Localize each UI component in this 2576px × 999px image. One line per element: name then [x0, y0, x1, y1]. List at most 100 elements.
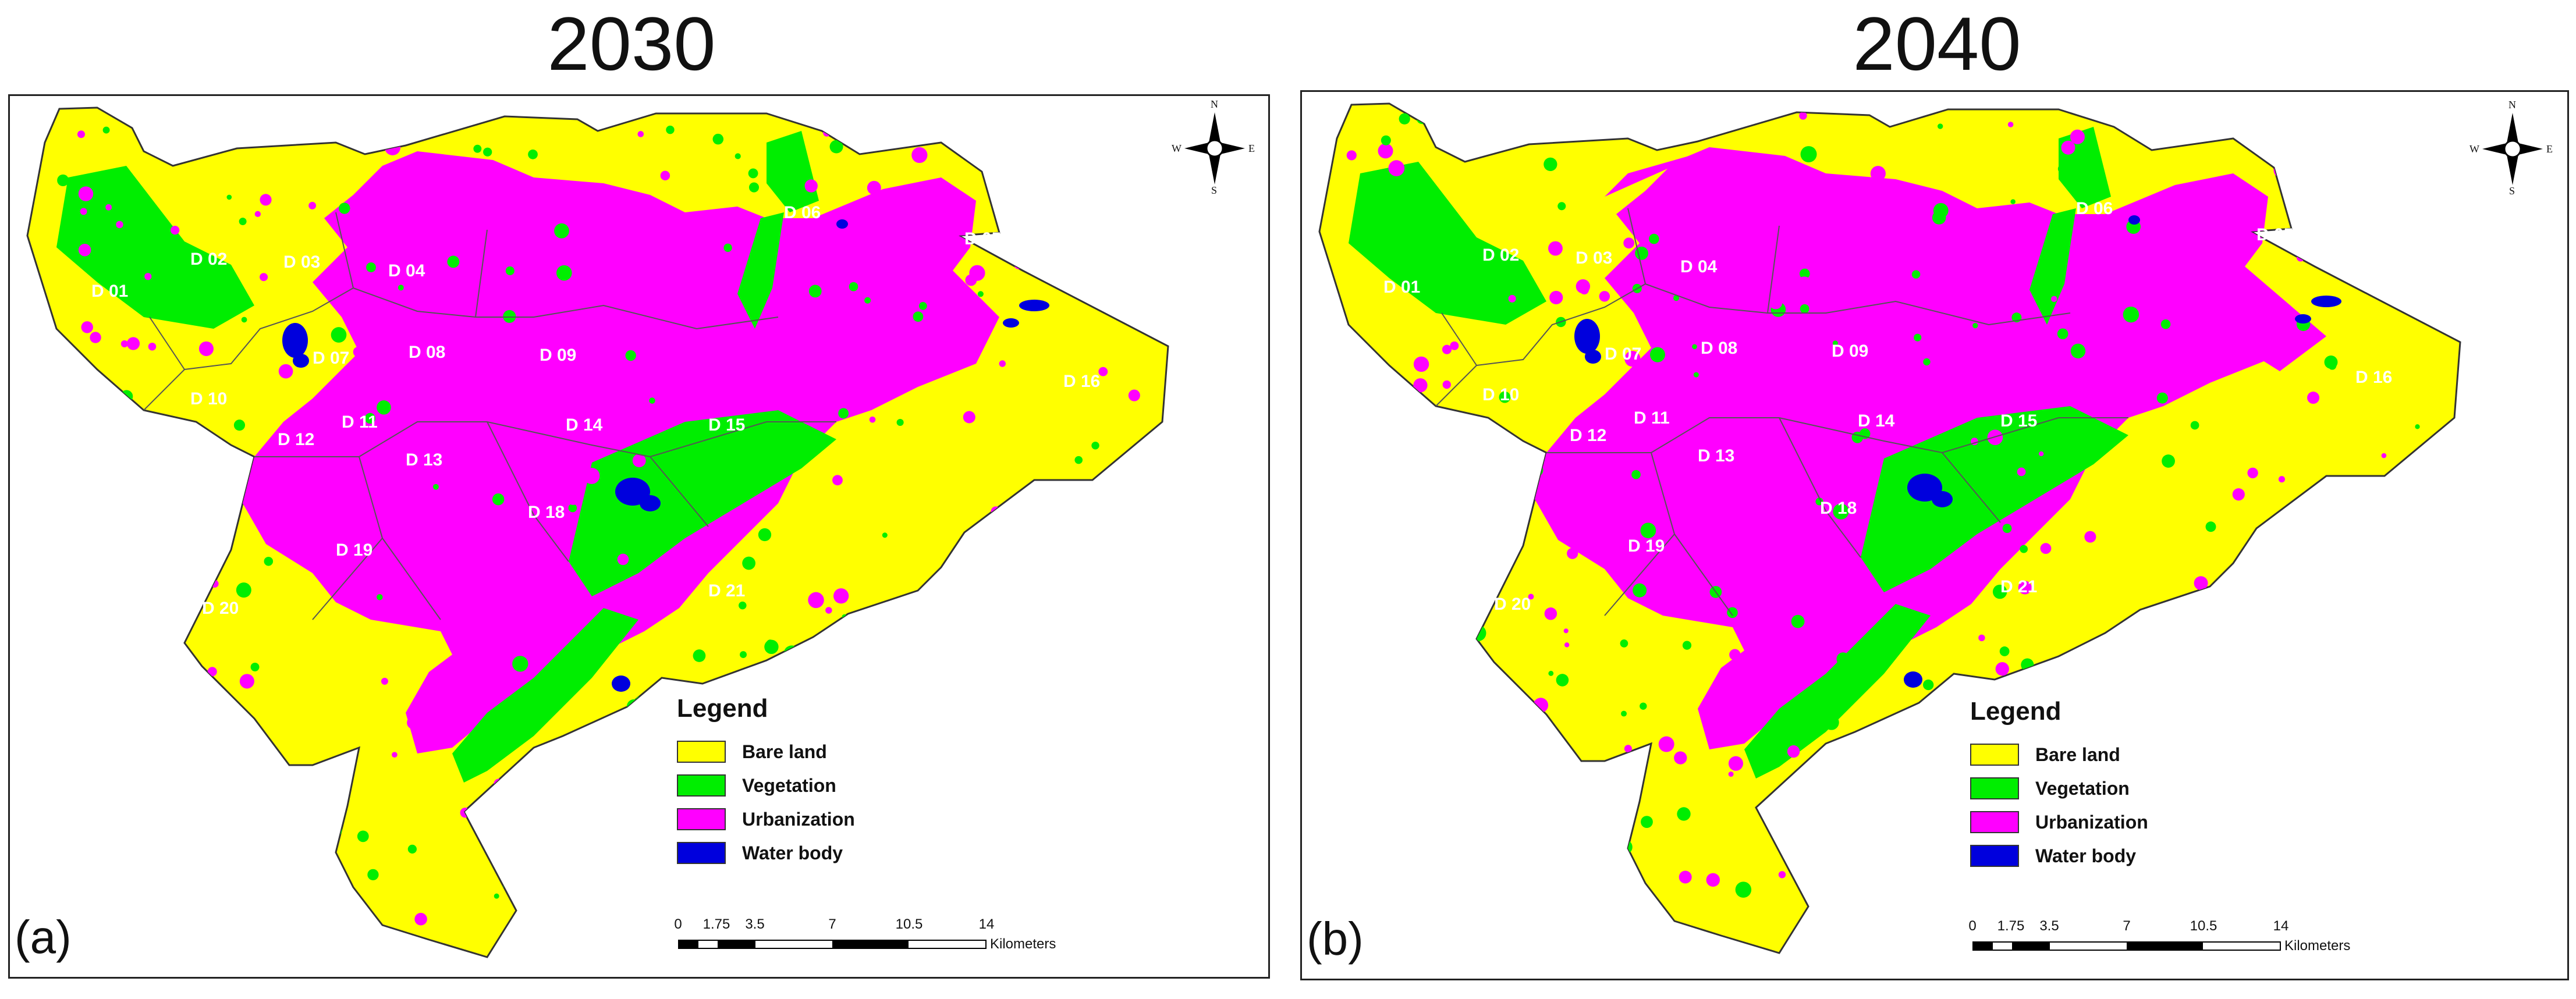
urban-patch: [98, 900, 112, 913]
vegetation-patch: [239, 218, 247, 226]
urban-patch: [867, 353, 875, 360]
urban-patch: [260, 194, 272, 206]
vegetation-patch: [2347, 131, 2358, 143]
urban-patch: [1729, 528, 1737, 536]
vegetation-patch: [1832, 340, 1838, 346]
scale-bar: 0 1.75 3.5 7 10.5 14 Kilometers: [674, 916, 1056, 952]
urban-patch: [2274, 806, 2280, 813]
urban-patch: [2118, 359, 2128, 369]
legend-item-water-body: Water body: [677, 836, 855, 870]
vegetation-patch: [2319, 650, 2333, 664]
water-body-patch: [1904, 671, 1922, 688]
vegetation-patch: [278, 122, 286, 130]
urban-patch: [70, 826, 85, 841]
vegetation-patch: [364, 413, 376, 424]
vegetation-patch: [1923, 358, 1931, 366]
vegetation-patch: [1438, 239, 1448, 250]
vegetation-patch: [666, 125, 675, 134]
vegetation-patch: [1932, 704, 1943, 714]
urban-patch: [878, 726, 889, 737]
urban-patch: [2156, 771, 2169, 784]
vegetation-patch: [2393, 676, 2401, 684]
vegetation-area: [2029, 208, 2076, 325]
district-label: D 01: [1383, 278, 1420, 297]
urban-patch: [1651, 254, 1663, 266]
vegetation-patch: [1914, 333, 1922, 342]
water-body-patch: [1019, 300, 1049, 311]
water-body-patch: [1574, 319, 1600, 354]
urban-patch: [2050, 381, 2061, 392]
district-label: D 05: [2256, 225, 2293, 244]
urban-patch: [90, 332, 101, 343]
vegetation-patch: [2123, 306, 2139, 323]
vegetation-patch: [870, 694, 882, 707]
vegetation-patch: [996, 168, 1009, 180]
vegetation-patch: [1381, 135, 1391, 145]
district-label: D 18: [1820, 499, 1857, 518]
urban-patch: [2009, 234, 2020, 246]
urban-patch: [1508, 294, 1516, 303]
vegetation-patch: [2002, 524, 2012, 534]
vegetation-patch: [1823, 714, 1839, 730]
district-label: D 21: [708, 581, 745, 600]
legend-label: Bare land: [2035, 744, 2120, 765]
urban-patch: [583, 467, 600, 484]
vegetation-patch: [407, 844, 417, 854]
urban-patch: [1808, 814, 1822, 828]
panel-title-2040: 2040: [1853, 1, 2021, 86]
vegetation-patch: [1548, 670, 1554, 676]
vegetation-patch: [2003, 894, 2016, 906]
vegetation-patch: [1635, 246, 1648, 260]
urban-patch: [2422, 485, 2433, 495]
urban-patch: [269, 775, 283, 790]
urban-patch: [1901, 895, 1916, 911]
urban-patch: [825, 607, 832, 614]
vegetation-patch: [2305, 599, 2317, 610]
vegetation-patch: [1633, 583, 1647, 598]
urban-patch: [1729, 649, 1741, 660]
urban-patch: [516, 376, 523, 383]
vegetation-patch: [492, 493, 505, 506]
urban-patch: [308, 201, 317, 209]
urban-patch: [294, 472, 303, 481]
urban-patch: [582, 812, 591, 822]
vegetation-patch: [1393, 573, 1407, 585]
urban-patch: [284, 876, 300, 892]
vegetation-patch: [1648, 233, 1659, 244]
vegetation-patch: [1091, 442, 1099, 450]
urban-patch: [1667, 461, 1679, 472]
vegetation-patch: [197, 713, 212, 728]
urban-patch: [635, 888, 651, 904]
vegetation-patch: [882, 532, 888, 538]
scale-unit: Kilometers: [990, 936, 1056, 952]
vegetation-patch: [49, 792, 62, 805]
urban-patch: [613, 248, 625, 260]
vegetation-patch: [1621, 710, 1627, 717]
vegetation-patch: [1649, 347, 1665, 362]
legend: Legend Bare land Vegetation Urbanization…: [1970, 697, 2148, 873]
district-label: D 17: [112, 523, 148, 542]
urban-patch: [2010, 348, 2026, 364]
urban-patch: [1105, 906, 1117, 918]
urban-patch: [472, 216, 485, 229]
urban-patch: [1123, 563, 1133, 572]
district-label: D 14: [1858, 411, 1895, 431]
urban-patch: [1347, 721, 1360, 734]
compass-n: N: [2508, 99, 2516, 111]
legend-item-urbanization: Urbanization: [677, 802, 855, 836]
scale-tick: 7: [2123, 918, 2131, 934]
district-label: D 02: [1482, 246, 1519, 265]
vegetation-area: [737, 212, 784, 329]
vegetation-patch: [849, 282, 858, 291]
urban-patch: [2142, 649, 2154, 661]
urban-patch: [2313, 739, 2326, 752]
urban-patch: [239, 674, 254, 689]
urban-patch: [2194, 576, 2208, 591]
urban-patch: [2061, 140, 2075, 155]
vegetation-patch: [2199, 824, 2209, 834]
vegetation-patch: [2439, 785, 2445, 791]
vegetation-patch: [1799, 268, 1810, 279]
legend-label: Urbanization: [2035, 811, 2148, 833]
urban-patch: [1108, 219, 1124, 236]
urban-patch: [171, 225, 180, 235]
